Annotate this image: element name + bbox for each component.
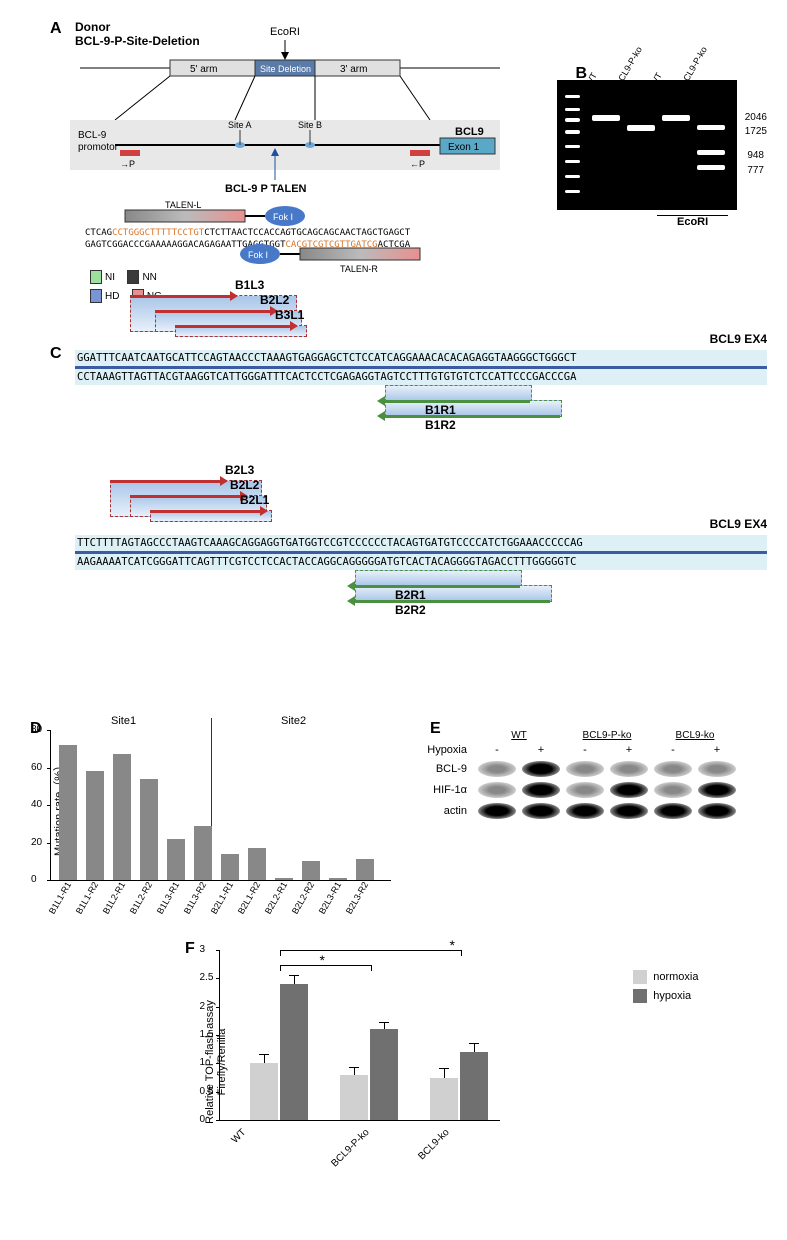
figure-container: A Donor BCL-9-P-Site-Deletion 5' arm Sit…	[20, 20, 767, 1170]
rvd-ni: NI	[105, 272, 115, 283]
svg-text:EcoRI: EcoRI	[270, 26, 300, 38]
arm-label: B1R1	[425, 403, 456, 417]
legend-label: hypoxia	[653, 990, 691, 1002]
bar	[113, 754, 131, 880]
blot-row-label: actin	[417, 805, 475, 817]
size-label: 1725	[745, 126, 767, 137]
svg-text:→P: →P	[120, 159, 135, 169]
svg-text:promotor: promotor	[78, 142, 119, 153]
legend: normoxia hypoxia	[633, 970, 698, 1008]
arm-label: B1L3	[235, 278, 264, 292]
svg-text:BCL-9 P TALEN: BCL-9 P TALEN	[225, 183, 307, 195]
bar	[167, 839, 185, 880]
svg-text:TALEN-L: TALEN-L	[165, 200, 201, 210]
condition-label: BCL9-ko	[651, 730, 739, 741]
rvd-nn: NN	[142, 272, 156, 283]
svg-text:BCL-9: BCL-9	[78, 130, 107, 141]
bar	[356, 859, 374, 880]
condition-label: WT	[475, 730, 563, 741]
exon-label: BCL9 EX4	[710, 517, 767, 531]
bar	[329, 878, 347, 880]
exon-label: BCL9 EX4	[710, 332, 767, 346]
svg-text:3' arm: 3' arm	[340, 64, 367, 75]
dna-sequence: AAGAAAATCATCGGGATTCAGTTTCGTCCTCCACTACCAG…	[75, 554, 767, 570]
svg-text:BCL9: BCL9	[455, 126, 484, 138]
dna-sequence: CCTAAAGTTAGTTACGTAAGGTCATTGGGATTTCACTCCT…	[75, 369, 767, 385]
bar-chart: Site1 Site2 020406080B1L1-R1B1L1-R2B1L2-…	[50, 730, 391, 881]
panel-f: Relative TOP-flash assay Firefly/Renilla…	[169, 930, 619, 1170]
arm-label: B2R1	[395, 588, 426, 602]
site-label: Site2	[281, 715, 306, 727]
svg-text:CTCAGCCTGGGCTTTTTCCTGTCTCTTAAC: CTCAGCCTGGGCTTTTTCCTGTCTCTTAACTCCACCAGTG…	[85, 228, 411, 238]
size-label: 948	[747, 150, 764, 161]
panel-c-label: C	[50, 345, 62, 363]
condition-label: BCL9-P-ko	[563, 730, 651, 741]
bar	[221, 854, 239, 880]
blot-row-label: HIF-1α	[417, 784, 475, 796]
grouped-bar-chart: * * 00.511.522.53WTBCL9-P-koBCL9-ko	[219, 950, 500, 1121]
ecori-bracket: EcoRI	[657, 215, 728, 228]
panel-c: B1L3 B2L2 B3L1 BCL9 EX4 GGATTTCAATCAATGC…	[75, 350, 767, 720]
bar	[194, 826, 212, 880]
svg-text:5' arm: 5' arm	[190, 64, 217, 75]
dna-sequence: TTCTTTTAGTAGCCCTAAGTCAAAGCAGGAGGTGATGGTC…	[75, 535, 767, 551]
significance-marker: *	[450, 937, 455, 953]
blot-row-label: BCL-9	[417, 763, 475, 775]
legend-label: normoxia	[653, 971, 698, 983]
bar	[302, 861, 320, 880]
bar	[275, 878, 293, 880]
arm-label: B2L3	[225, 463, 254, 477]
svg-text:Site Deletion: Site Deletion	[260, 64, 311, 74]
bar	[248, 848, 266, 880]
gel-image	[557, 80, 737, 210]
arm-label: B2R2	[395, 603, 426, 617]
site-label: Site1	[111, 715, 136, 727]
size-label: 2046	[745, 112, 767, 123]
svg-text:Fok I: Fok I	[273, 212, 293, 222]
svg-text:Site B: Site B	[298, 120, 322, 130]
panel-a-diagram: 5' arm Site Deletion 3' arm EcoRI BCL-9 …	[60, 20, 580, 270]
svg-text:Fok I: Fok I	[248, 250, 268, 260]
bar	[59, 745, 77, 880]
arm-label: B3L1	[275, 308, 304, 322]
arm-label: B2L2	[260, 293, 289, 307]
svg-text:TALEN-R: TALEN-R	[340, 264, 378, 274]
svg-text:←P: ←P	[410, 159, 425, 169]
hypoxia-label: Hypoxia	[417, 744, 475, 756]
arm-label: B1R2	[425, 418, 456, 432]
bar	[140, 779, 158, 880]
panel-e: WT BCL9-P-ko BCL9-ko Hypoxia -+-+-+ BCL-…	[417, 730, 767, 890]
bar	[86, 771, 104, 880]
svg-text:Site A: Site A	[228, 120, 252, 130]
dna-sequence: GGATTTCAATCAATGCATTCCAGTAACCCTAAAGTGAGGA…	[75, 350, 767, 366]
arm-label: B2L1	[240, 493, 269, 507]
arm-label: B2L2	[230, 478, 259, 492]
rvd-hd: HD	[105, 291, 119, 302]
svg-text:Exon 1: Exon 1	[448, 142, 480, 153]
size-label: 777	[747, 165, 764, 176]
panel-b: WT BCL9-P-ko WT BCL9-P-ko 2046 1725 948 …	[557, 50, 757, 210]
panel-d: Mutation rate（%） Site1 Site2 020406080B1…	[20, 730, 400, 930]
